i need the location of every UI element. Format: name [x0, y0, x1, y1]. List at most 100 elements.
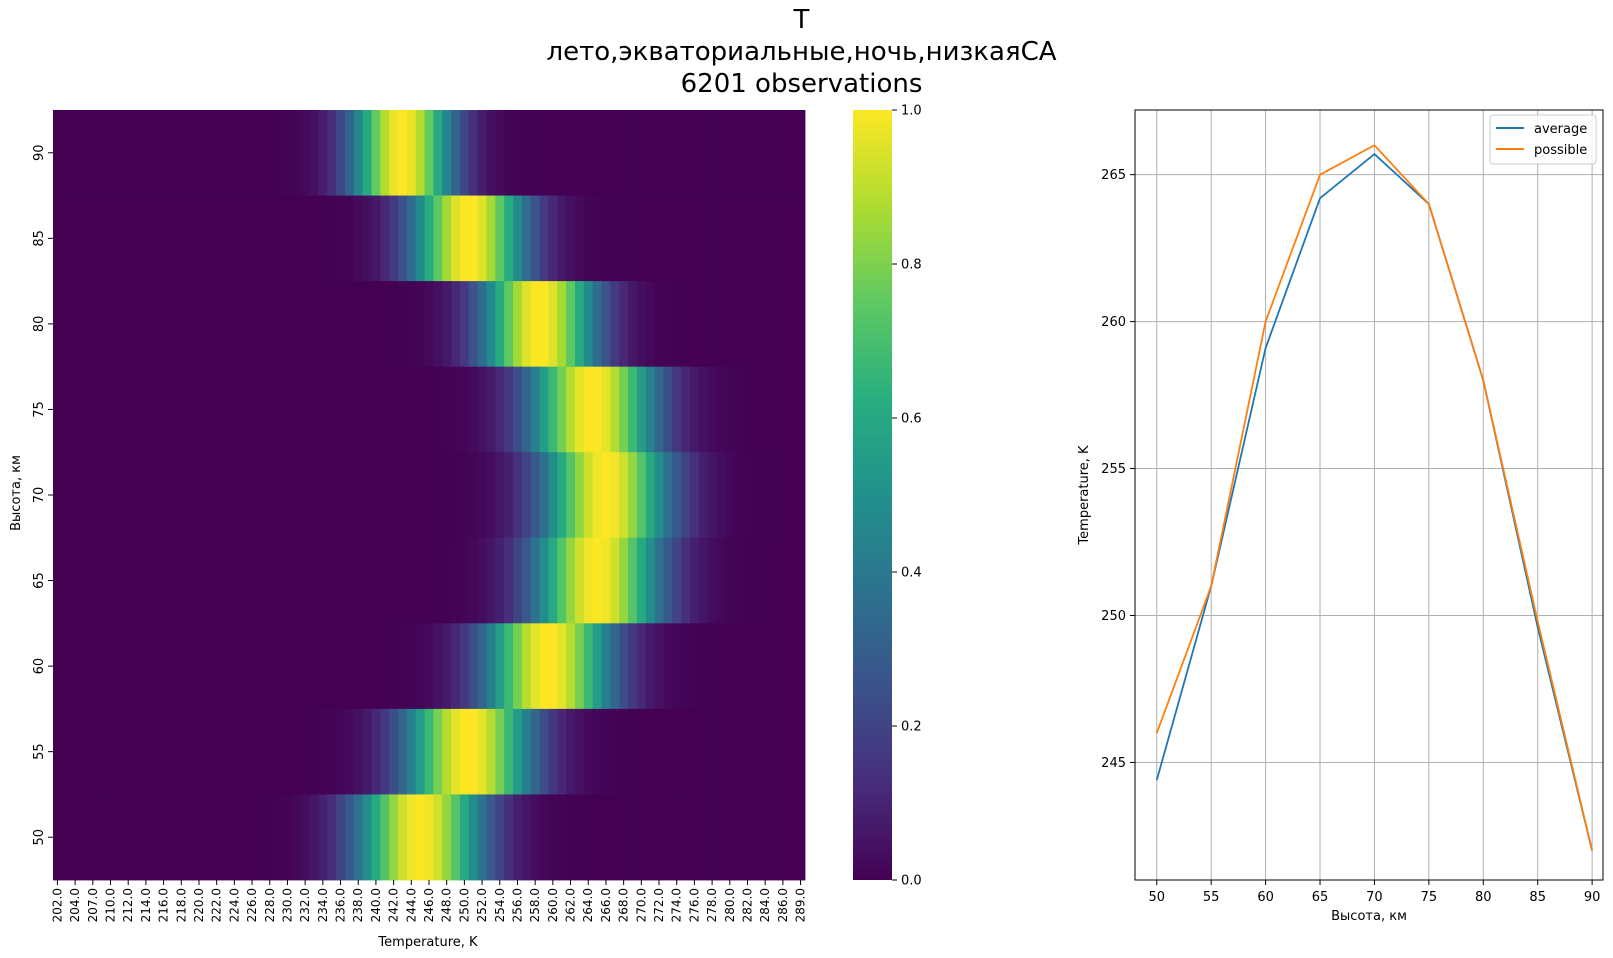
- heatmap-cell: [141, 281, 151, 368]
- heatmap-cell: [654, 794, 664, 881]
- heatmap-cell: [238, 708, 249, 795]
- heatmap-cell: [238, 366, 249, 453]
- heatmap-cell: [424, 794, 434, 881]
- heatmap-cell: [70, 794, 80, 881]
- heatmap-cell: [548, 623, 558, 710]
- heatmap-cell: [371, 281, 381, 368]
- heatmap-cell: [53, 537, 63, 624]
- heatmap-cell: [707, 708, 717, 795]
- title-line-2: лето,экваториальные,ночь,низкаяСА: [546, 37, 1057, 67]
- line-chart-frame: [1134, 109, 1604, 881]
- heatmap-cell: [689, 708, 700, 795]
- heatmap-cell: [380, 452, 390, 539]
- heatmap-cell: [61, 452, 72, 539]
- heatmap-cell: [451, 452, 461, 539]
- heatmap-cell: [406, 195, 417, 282]
- heatmap-cell: [380, 708, 390, 795]
- line-chart-series: [1155, 144, 1593, 851]
- heatmap-cell: [318, 623, 328, 710]
- heatmap-cell: [468, 281, 479, 368]
- heatmap-cell: [132, 452, 142, 539]
- heatmap-cell: [725, 366, 735, 453]
- heatmap-cell: [353, 623, 364, 710]
- heatmap-cell: [106, 366, 116, 453]
- heatmap-cell: [566, 794, 576, 881]
- heatmap-cell: [106, 195, 116, 282]
- heatmap-cell: [380, 794, 390, 881]
- heatmap-cell: [309, 366, 319, 453]
- heatmap-x-tick-label: 224.0: [227, 888, 241, 922]
- heatmap-cell: [106, 794, 116, 881]
- heatmap-cell: [53, 623, 63, 710]
- heatmap-cell: [521, 794, 532, 881]
- heatmap-cell: [530, 537, 540, 624]
- line-chart-x-tick-label: 85: [1529, 890, 1546, 905]
- heatmap-cell: [566, 708, 576, 795]
- heatmap-cell: [566, 452, 576, 539]
- heatmap-cell: [601, 708, 611, 795]
- heatmap-cell: [336, 537, 346, 624]
- heatmap-cell: [300, 281, 310, 368]
- heatmap-cell: [601, 195, 611, 282]
- heatmap-cell: [583, 195, 594, 282]
- heatmap-cell: [88, 366, 98, 453]
- heatmap-cell: [318, 366, 328, 453]
- heatmap-cell: [530, 708, 540, 795]
- heatmap-cell: [619, 195, 629, 282]
- heatmap-cell: [601, 110, 611, 196]
- heatmap-cell: [318, 794, 328, 881]
- heatmap-cell: [114, 537, 125, 624]
- heatmap-cell: [796, 452, 806, 539]
- heatmap-cell: [132, 195, 142, 282]
- heatmap-cell: [486, 366, 496, 453]
- heatmap-cell: [760, 537, 771, 624]
- heatmap-cell: [698, 366, 709, 453]
- heatmap-cell: [415, 623, 425, 710]
- heatmap-cell: [760, 623, 771, 710]
- heatmap-cell: [114, 281, 125, 368]
- heatmap-cell: [451, 708, 461, 795]
- heatmap-y-tick-label: 60: [32, 658, 47, 675]
- heatmap-cell: [406, 623, 417, 710]
- heatmap-cell: [751, 794, 762, 881]
- heatmap-cell: [636, 537, 647, 624]
- heatmap-cell: [477, 452, 487, 539]
- heatmap-cell: [574, 708, 585, 795]
- heatmap-cell: [698, 110, 709, 196]
- heatmap-cell: [451, 794, 461, 881]
- heatmap-cell: [459, 708, 470, 795]
- heatmap-cell: [725, 623, 735, 710]
- heatmap-cell: [97, 708, 107, 795]
- heatmap-cell: [433, 110, 443, 196]
- heatmap-cell: [61, 195, 72, 282]
- heatmap-cell: [734, 366, 744, 453]
- heatmap-cell: [459, 110, 470, 196]
- heatmap-x-tick-label: 228.0: [263, 888, 277, 922]
- line-chart-y-label: Temperature, K: [1077, 445, 1092, 546]
- heatmap-cell: [88, 110, 98, 196]
- heatmap-cell: [309, 537, 319, 624]
- heatmap-x-tick-label: 210.0: [104, 888, 118, 922]
- heatmap-cell: [698, 623, 709, 710]
- heatmap-cell: [344, 195, 355, 282]
- heatmap-cell: [70, 110, 80, 196]
- heatmap-cell: [433, 537, 443, 624]
- heatmap-y-tick-label: 70: [32, 487, 47, 504]
- heatmap-cell: [619, 110, 629, 196]
- heatmap-cell: [636, 195, 647, 282]
- heatmap-x-tick-label: 222.0: [210, 888, 224, 922]
- heatmap-cell: [787, 195, 797, 282]
- heatmap-cell: [707, 195, 717, 282]
- heatmap-cell: [477, 708, 487, 795]
- heatmap-cell: [610, 794, 620, 881]
- heatmap-cell: [548, 452, 558, 539]
- heatmap-x-tick-label: 218.0: [174, 888, 188, 922]
- heatmap-x-tick-label: 264.0: [581, 888, 595, 922]
- heatmap-x-tick-label: 270.0: [634, 888, 648, 922]
- heatmap-cell: [362, 366, 372, 453]
- heatmap-cell: [583, 110, 594, 196]
- heatmap-cell: [274, 281, 284, 368]
- heatmap-cell: [114, 623, 125, 710]
- heatmap-cell: [734, 281, 744, 368]
- heatmap-cell: [415, 794, 425, 881]
